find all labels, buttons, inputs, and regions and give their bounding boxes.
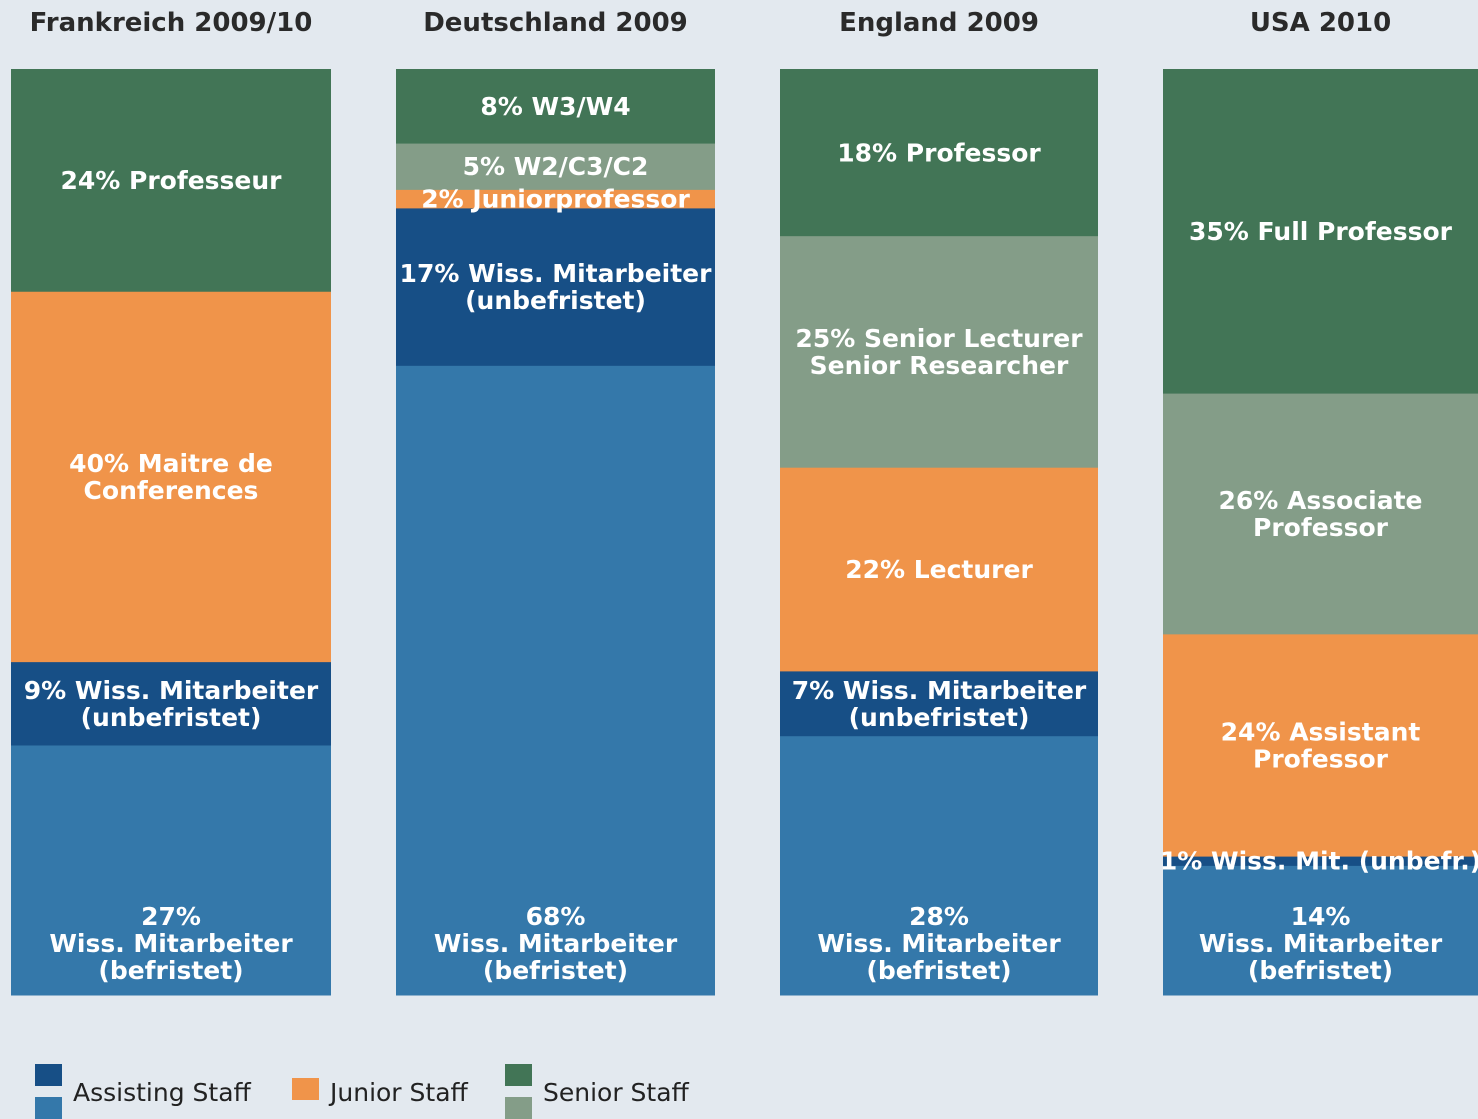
column-title-frankreich-2009-10: Frankreich 2009/10 <box>30 8 313 38</box>
bar-segment-deutschland-2009-1 <box>396 207 715 366</box>
segment-label-england-2009-0: 28% Wiss. Mitarbeiter (befristet) <box>817 902 1061 985</box>
segment-label-england-2009-3: 25% Senior Lecturer Senior Researcher <box>795 324 1083 380</box>
legend: Assisting Staff Junior Staff Senior Staff <box>35 1064 690 1119</box>
bar-segment-england-2009-0 <box>780 735 1098 996</box>
column-titles: Frankreich 2009/10 Deutschland 2009 Englan… <box>30 8 1392 38</box>
segment-label-england-2009-2: 22% Lecturer <box>845 555 1033 584</box>
bar-segment-deutschland-2009-4 <box>396 69 715 144</box>
segment-label-deutschland-2009-4: 8% W3/W4 <box>480 92 630 121</box>
legend-label-junior-staff: Junior Staff <box>328 1078 469 1107</box>
bar-segment-frankreich-2009-10-1 <box>11 661 331 746</box>
bar-segment-usa-2010-3 <box>1163 393 1478 635</box>
segment-label-frankreich-2009-10-0: 27% Wiss. Mitarbeiter (befristet) <box>49 902 293 985</box>
bar-segment-england-2009-3 <box>780 235 1098 468</box>
legend-swatch-senior-staff-0 <box>505 1064 532 1086</box>
segment-labels: 27% Wiss. Mitarbeiter (befristet) 9% Wiss. … <box>24 92 1478 985</box>
bar-segment-frankreich-2009-10-2 <box>11 291 331 663</box>
segment-label-frankreich-2009-10-3: 24% Professeur <box>60 166 282 195</box>
segment-label-frankreich-2009-10-2: 40% Maitre de Conferences <box>69 449 273 505</box>
legend-label-assisting-staff: Assisting Staff <box>73 1078 252 1107</box>
bar-segment-deutschland-2009-0 <box>396 365 715 996</box>
bar-segment-usa-2010-2 <box>1163 633 1478 857</box>
bar-segment-england-2009-4 <box>780 69 1098 237</box>
segment-label-usa-2010-1: 1% Wiss. Mit. (unbefr.) <box>1160 847 1478 876</box>
bar-segment-usa-2010-0 <box>1163 865 1478 996</box>
legend-swatch-assisting-staff-1 <box>35 1097 62 1119</box>
bars <box>11 69 1478 996</box>
segment-label-deutschland-2009-1: 17% Wiss. Mitarbeiter (unbefristet) <box>400 259 713 315</box>
column-title-usa-2010: USA 2010 <box>1250 8 1391 38</box>
segment-label-usa-2010-3: 26% Associate Professor <box>1219 486 1423 542</box>
column-title-deutschland-2009: Deutschland 2009 <box>423 8 688 38</box>
legend-label-senior-staff: Senior Staff <box>543 1078 690 1107</box>
column-title-england-2009: England 2009 <box>839 8 1039 38</box>
segment-label-usa-2010-4: 35% Full Professor <box>1189 217 1453 246</box>
bar-segment-england-2009-2 <box>780 467 1098 672</box>
bar-segment-frankreich-2009-10-0 <box>11 744 331 996</box>
segment-label-usa-2010-2: 24% Assistant Professor <box>1221 717 1421 773</box>
segment-label-deutschland-2009-0: 68% Wiss. Mitarbeiter (befristet) <box>434 902 678 985</box>
segment-label-deutschland-2009-3: 5% W2/C3/C2 <box>463 152 649 181</box>
bar-segment-frankreich-2009-10-3 <box>11 69 331 292</box>
legend-swatch-junior-staff <box>292 1078 319 1100</box>
legend-swatch-assisting-staff-0 <box>35 1064 62 1086</box>
segment-label-frankreich-2009-10-1: 9% Wiss. Mitarbeiter (unbefristet) <box>24 676 319 732</box>
bar-segment-usa-2010-1 <box>1163 856 1478 866</box>
bar-segment-england-2009-1 <box>780 670 1098 737</box>
bar-segment-deutschland-2009-3 <box>396 143 715 190</box>
segment-label-deutschland-2009-2: 2% Juniorprofessor <box>421 185 690 214</box>
segment-label-england-2009-4: 18% Professor <box>837 138 1041 167</box>
segment-label-england-2009-1: 7% Wiss. Mitarbeiter (unbefristet) <box>792 676 1087 732</box>
bar-segment-deutschland-2009-2 <box>396 189 715 209</box>
segment-label-usa-2010-0: 14% Wiss. Mitarbeiter (befristet) <box>1199 902 1443 985</box>
bar-segment-usa-2010-4 <box>1163 69 1478 394</box>
legend-swatch-senior-staff-1 <box>505 1097 532 1119</box>
